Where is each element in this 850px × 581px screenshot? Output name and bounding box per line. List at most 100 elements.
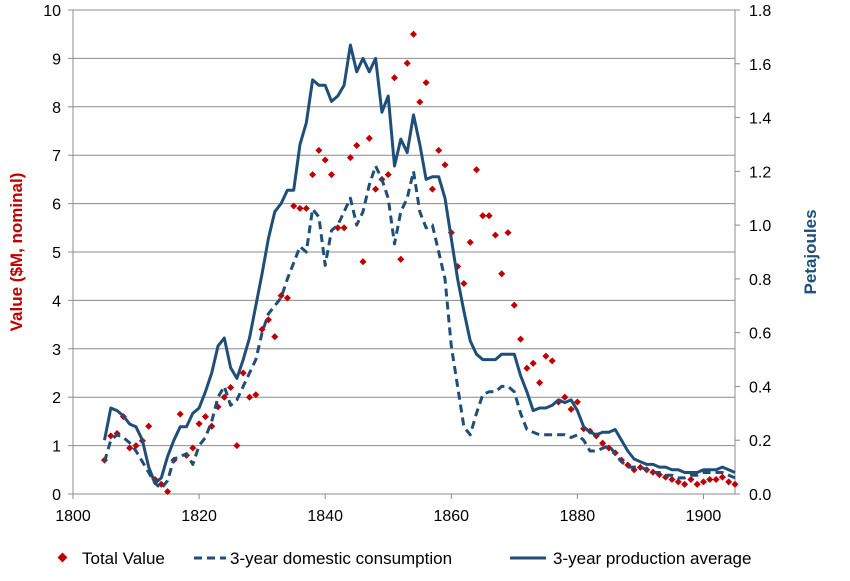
data-point-total-value-1847 bbox=[365, 134, 373, 142]
series-line-3-year-production-average bbox=[103, 43, 736, 485]
x-tick-label-5: 1900 bbox=[686, 508, 722, 525]
x-tick-label-3: 1860 bbox=[433, 508, 469, 525]
data-point-total-value-1865 bbox=[479, 212, 487, 220]
y-right-tick-label-2: 0.4 bbox=[749, 379, 771, 396]
data-point-total-value-1862 bbox=[460, 279, 468, 288]
data-point-total-value-1838 bbox=[309, 171, 317, 179]
data-point-total-value-1903 bbox=[718, 473, 726, 481]
data-point-total-value-1869 bbox=[504, 229, 512, 237]
series-total-value bbox=[100, 30, 739, 496]
x-tick-label-0: 1800 bbox=[55, 508, 91, 525]
data-point-total-value-1876 bbox=[548, 357, 556, 365]
y-left-tick-label-1: 1 bbox=[52, 439, 61, 456]
data-point-total-value-1855 bbox=[416, 98, 424, 106]
data-point-total-value-1827 bbox=[239, 369, 247, 377]
y-right-tick-label-4: 0.8 bbox=[749, 272, 771, 289]
data-point-total-value-1826 bbox=[233, 442, 241, 450]
y-axis-left: 0 1 2 3 4 5 6 7 8 9 10 bbox=[43, 3, 73, 504]
y-right-tick-label-9: 1.8 bbox=[749, 3, 771, 20]
data-point-total-value-1872 bbox=[523, 364, 531, 372]
y-left-tick-label-10: 10 bbox=[43, 3, 61, 20]
data-point-total-value-1832 bbox=[271, 333, 279, 341]
y-left-tick-label-9: 9 bbox=[52, 51, 61, 68]
data-point-total-value-1845 bbox=[353, 141, 361, 150]
y-right-tick-label-5: 1.0 bbox=[749, 218, 771, 235]
data-point-total-value-1879 bbox=[567, 405, 575, 413]
data-point-total-value-1829 bbox=[252, 391, 260, 399]
data-point-total-value-1839 bbox=[315, 146, 323, 154]
data-point-total-value-1870 bbox=[510, 301, 518, 309]
legend-label-domestic-consumption: 3-year domestic consumption bbox=[230, 549, 452, 568]
data-point-total-value-1880 bbox=[573, 398, 581, 406]
x-tick-label-4: 1880 bbox=[560, 508, 596, 525]
y-right-tick-label-3: 0.6 bbox=[749, 326, 771, 343]
legend-label-production-average: 3-year production average bbox=[553, 549, 751, 568]
data-point-total-value-1902 bbox=[712, 475, 720, 484]
data-point-total-value-1866 bbox=[485, 212, 493, 220]
data-point-total-value-1848 bbox=[372, 185, 380, 193]
y-left-tick-label-7: 7 bbox=[52, 148, 61, 165]
data-point-total-value-1851 bbox=[390, 74, 399, 82]
legend-marker-total-value bbox=[57, 552, 68, 563]
data-point-total-value-1871 bbox=[517, 335, 525, 343]
data-point-total-value-1825 bbox=[227, 383, 235, 392]
x-axis: 1800 1820 1840 1860 1880 1900 bbox=[55, 494, 721, 525]
data-point-total-value-1815 bbox=[164, 488, 172, 496]
series-3-year-production-average bbox=[103, 43, 736, 485]
y-axis-right-label: Petajoules bbox=[801, 209, 820, 294]
data-point-total-value-1895 bbox=[668, 475, 676, 484]
data-point-total-value-1817 bbox=[176, 410, 184, 418]
legend-item-domestic-consumption: 3-year domestic consumption bbox=[194, 549, 452, 568]
y-right-tick-label-7: 1.4 bbox=[749, 111, 771, 128]
data-point-total-value-1884 bbox=[599, 439, 607, 447]
data-point-total-value-1897 bbox=[681, 480, 689, 488]
y-left-tick-label-5: 5 bbox=[52, 245, 61, 262]
data-point-total-value-1878 bbox=[561, 393, 569, 401]
y-left-tick-label-6: 6 bbox=[52, 197, 61, 214]
y-right-tick-label-0: 0.0 bbox=[749, 487, 771, 504]
data-point-total-value-1850 bbox=[384, 171, 392, 179]
data-point-total-value-1867 bbox=[491, 231, 499, 239]
data-point-total-value-1899 bbox=[693, 480, 701, 488]
series-layer bbox=[100, 30, 739, 496]
data-point-total-value-1809 bbox=[126, 444, 134, 452]
series-3-year-domestic-consumption bbox=[103, 164, 736, 491]
data-point-total-value-1828 bbox=[245, 393, 254, 401]
data-point-total-value-1858 bbox=[435, 146, 443, 154]
data-point-total-value-1820 bbox=[195, 420, 203, 428]
data-point-total-value-1806 bbox=[107, 432, 115, 440]
legend-item-production-average: 3-year production average bbox=[510, 549, 751, 568]
data-point-total-value-1859 bbox=[441, 161, 449, 169]
data-point-total-value-1834 bbox=[283, 294, 291, 302]
y-right-tick-label-6: 1.2 bbox=[749, 164, 771, 181]
data-point-total-value-1821 bbox=[201, 413, 209, 421]
y-left-tick-label-8: 8 bbox=[52, 100, 61, 117]
data-point-total-value-1856 bbox=[422, 79, 430, 87]
data-point-total-value-1843 bbox=[340, 224, 348, 232]
data-point-total-value-1840 bbox=[321, 156, 329, 164]
series-line-3-year-domestic-consumption bbox=[103, 164, 736, 491]
data-point-total-value-1898 bbox=[687, 475, 695, 484]
data-point-total-value-1841 bbox=[327, 171, 336, 179]
data-point-total-value-1846 bbox=[359, 258, 367, 266]
data-point-total-value-1873 bbox=[529, 359, 537, 367]
data-point-total-value-1812 bbox=[145, 422, 153, 430]
legend-label-total-value: Total Value bbox=[82, 549, 165, 568]
data-point-total-value-1852 bbox=[397, 255, 405, 263]
y-right-tick-label-1: 0.2 bbox=[749, 433, 771, 450]
data-point-total-value-1842 bbox=[334, 224, 342, 232]
legend: Total Value 3-year domestic consumption … bbox=[57, 549, 751, 568]
y-left-tick-label-4: 4 bbox=[52, 293, 61, 310]
data-point-total-value-1904 bbox=[725, 478, 733, 486]
x-tick-label-1: 1820 bbox=[181, 508, 217, 525]
legend-item-total-value: Total Value bbox=[57, 549, 165, 568]
data-point-total-value-1900 bbox=[699, 478, 708, 486]
y-left-tick-label-3: 3 bbox=[52, 342, 61, 359]
data-point-total-value-1863 bbox=[466, 238, 474, 246]
gridlines bbox=[73, 9, 735, 495]
data-point-total-value-1835 bbox=[290, 202, 298, 210]
y-left-tick-label-2: 2 bbox=[52, 390, 61, 407]
data-point-total-value-1868 bbox=[498, 270, 506, 278]
x-tick-label-2: 1840 bbox=[307, 508, 343, 525]
